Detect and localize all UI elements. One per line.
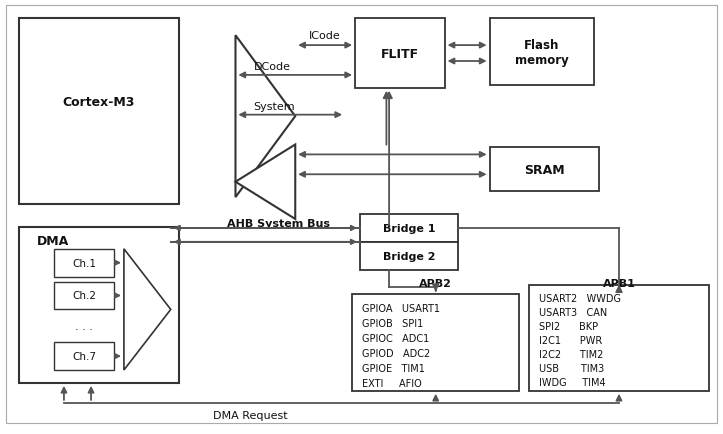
Text: GPIOB   SPI1: GPIOB SPI1 bbox=[362, 319, 423, 329]
Text: USART3   CAN: USART3 CAN bbox=[539, 308, 607, 318]
Bar bbox=[489, 19, 594, 85]
Bar bbox=[489, 148, 599, 192]
Text: AHB System Bus: AHB System Bus bbox=[227, 218, 330, 228]
Text: GPIOC   ADC1: GPIOC ADC1 bbox=[362, 333, 429, 343]
Text: IWDG     TIM4: IWDG TIM4 bbox=[539, 377, 606, 387]
Bar bbox=[355, 19, 445, 89]
Text: DCode: DCode bbox=[254, 62, 291, 72]
Text: GPIOD   ADC2: GPIOD ADC2 bbox=[362, 349, 430, 358]
Bar bbox=[360, 214, 458, 242]
Bar bbox=[54, 282, 114, 310]
Bar bbox=[54, 342, 114, 370]
Polygon shape bbox=[124, 249, 171, 370]
Text: Ch.1: Ch.1 bbox=[72, 258, 96, 268]
Text: SPI2      BKP: SPI2 BKP bbox=[539, 322, 599, 332]
Text: APB2: APB2 bbox=[419, 278, 452, 288]
Bar bbox=[360, 242, 458, 270]
Text: ICode: ICode bbox=[309, 31, 341, 41]
Bar bbox=[529, 285, 709, 391]
Bar bbox=[54, 249, 114, 277]
Text: SRAM: SRAM bbox=[524, 164, 565, 176]
Text: I2C1      PWR: I2C1 PWR bbox=[539, 335, 602, 345]
Text: I2C2      TIM2: I2C2 TIM2 bbox=[539, 349, 604, 359]
Text: APB1: APB1 bbox=[602, 278, 636, 288]
Text: System: System bbox=[254, 102, 295, 112]
Text: Bridge 2: Bridge 2 bbox=[382, 251, 435, 261]
Text: GPIOE   TIM1: GPIOE TIM1 bbox=[362, 363, 425, 373]
Text: USB       TIM3: USB TIM3 bbox=[539, 363, 604, 373]
Text: USART2   WWDG: USART2 WWDG bbox=[539, 294, 621, 304]
Text: Ch.7: Ch.7 bbox=[72, 351, 96, 361]
Polygon shape bbox=[236, 36, 295, 197]
Text: Ch.2: Ch.2 bbox=[72, 291, 96, 301]
Text: Flash
memory: Flash memory bbox=[515, 39, 569, 66]
Bar bbox=[20, 19, 179, 204]
Text: GPIOA   USART1: GPIOA USART1 bbox=[362, 304, 440, 314]
Text: Bridge 1: Bridge 1 bbox=[382, 224, 435, 233]
Text: DMA Request: DMA Request bbox=[213, 410, 287, 420]
Text: DMA: DMA bbox=[38, 235, 69, 248]
Text: . . .: . . . bbox=[75, 321, 93, 331]
Bar bbox=[20, 227, 179, 383]
Text: Cortex-M3: Cortex-M3 bbox=[63, 95, 135, 108]
Bar bbox=[352, 295, 519, 391]
Text: FLITF: FLITF bbox=[381, 47, 419, 60]
Text: EXTI     AFIO: EXTI AFIO bbox=[362, 378, 422, 388]
Polygon shape bbox=[236, 145, 295, 220]
